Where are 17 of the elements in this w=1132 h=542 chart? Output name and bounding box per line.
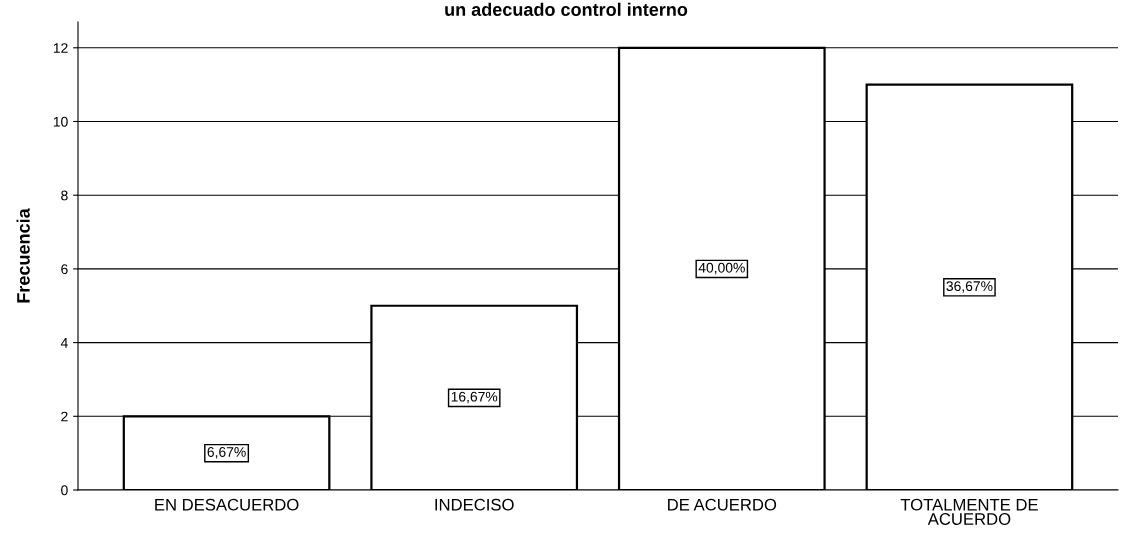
y-tick-label: 0 (61, 485, 68, 496)
y-axis-title: Frecuencia (16, 208, 30, 303)
y-tick-label: 12 (53, 43, 68, 53)
x-tick-label: EN DESACUERDO (155, 498, 299, 511)
y-tick-label: 6 (61, 264, 68, 275)
annotation: 36,67% (946, 281, 993, 293)
y-tick-label: 8 (61, 190, 68, 201)
y-tick-label: 10 (53, 116, 68, 127)
x-tick-label: DE ACUERDO (668, 498, 777, 511)
x-tick-label: TOTALMENTE DE ACUERDO (900, 498, 1038, 525)
y-tick-label: 2 (61, 411, 68, 422)
chart-title: un adecuado control interno (445, 2, 688, 16)
x-tick-label: INDECISO (435, 498, 514, 511)
y-tick-label: 4 (60, 338, 68, 348)
annotation: 16,67% (451, 391, 498, 404)
annotation: 40,00% (698, 262, 745, 275)
annotation: 6,67% (207, 447, 246, 459)
